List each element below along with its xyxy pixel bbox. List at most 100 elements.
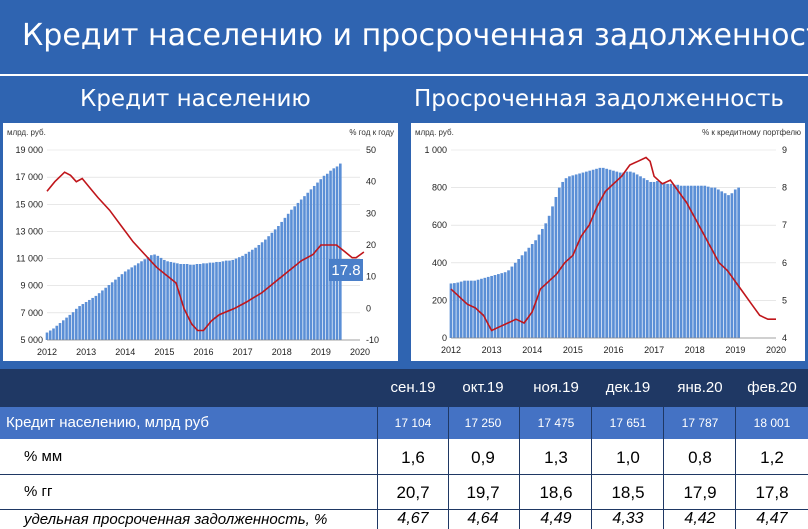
row-label: Кредит населению, млрд руб (6, 414, 209, 431)
bar (601, 167, 605, 338)
x-tick: 2014 (115, 347, 135, 357)
bar (309, 189, 313, 340)
bar (283, 217, 287, 340)
y-left-tick: 9 000 (20, 281, 43, 291)
x-tick: 2015 (563, 345, 583, 355)
line-series (450, 156, 776, 332)
bar (544, 223, 548, 338)
bar (706, 186, 710, 338)
x-tick: 2012 (37, 347, 57, 357)
y-right-tick: 10 (366, 272, 376, 282)
bar (672, 184, 676, 338)
bar (78, 306, 81, 340)
x-tick: 2018 (685, 345, 705, 355)
y-left-tick: 7 000 (20, 308, 43, 318)
row-label: % мм (24, 448, 63, 465)
bar (218, 261, 222, 340)
bar (127, 269, 130, 340)
callout-label: 17.8 (331, 262, 360, 279)
bar (568, 176, 571, 338)
bar (632, 172, 636, 338)
bar (71, 312, 75, 340)
bar (490, 275, 493, 338)
bar (221, 261, 225, 340)
table-col-header: сен.19 (390, 379, 436, 396)
bar (117, 276, 121, 340)
y-right-tick: 9 (782, 145, 787, 155)
bar (75, 308, 78, 340)
x-tick: 2016 (603, 345, 623, 355)
table-row: % гг 20,7 19,7 18,6 18,5 17,9 17,8 (0, 475, 808, 510)
y-right-tick: 20 (366, 240, 376, 250)
bar (541, 228, 544, 338)
bar (163, 259, 166, 340)
bar (316, 182, 319, 340)
bar (84, 302, 88, 340)
bar (110, 282, 114, 340)
bar (551, 206, 554, 338)
y-right-tick: 0 (366, 303, 371, 313)
bar (727, 195, 730, 338)
row-label: % гг (24, 483, 53, 500)
bar (286, 213, 290, 340)
row-label: удельная просроченная задолженность, % (24, 511, 328, 528)
bar (241, 255, 244, 340)
bar (293, 206, 296, 340)
bar (595, 168, 598, 338)
grid-line (663, 407, 664, 529)
bar (231, 259, 235, 340)
bar (176, 263, 179, 340)
bar (299, 199, 303, 340)
table-cell: 0,8 (688, 448, 712, 467)
bar (329, 170, 332, 340)
bar (527, 247, 531, 338)
bar (101, 290, 104, 340)
table-cell: 17 651 (609, 416, 647, 430)
table-cell: 17 787 (681, 416, 719, 430)
x-tick: 2012 (441, 345, 461, 355)
bar (497, 274, 500, 338)
bar (524, 251, 527, 338)
bar (683, 185, 686, 338)
table-cell: 4,47 (756, 510, 788, 527)
y-left-tick: 13 000 (15, 226, 43, 236)
bar (700, 185, 703, 338)
bar (257, 245, 261, 340)
y-right-tick: 7 (782, 220, 787, 230)
bar (561, 181, 565, 338)
bar (228, 260, 231, 340)
right-unit-label: % к кредитному портфелю (702, 128, 801, 137)
bar (578, 173, 581, 338)
bar (557, 187, 561, 338)
bar (159, 257, 163, 340)
y-left-tick: 17 000 (15, 172, 43, 182)
bar (81, 304, 85, 340)
bar (58, 323, 62, 340)
y-right-tick: 5 (782, 295, 787, 305)
table-cell: 4,49 (540, 510, 572, 527)
bar (652, 181, 656, 338)
right-unit-label: % год к году (349, 128, 394, 137)
bar (273, 229, 277, 340)
bar (91, 297, 94, 340)
bar (469, 280, 473, 338)
bar (635, 174, 639, 338)
bar (605, 168, 609, 338)
bar (639, 176, 642, 338)
bar (574, 174, 578, 338)
bar (585, 171, 588, 338)
y-left-tick: 5 000 (20, 335, 43, 345)
table-cell: 4,64 (467, 510, 499, 527)
bar (696, 185, 700, 338)
bar (107, 285, 111, 340)
table-cell: 17,8 (755, 483, 789, 502)
bar (296, 202, 300, 340)
x-tick: 2020 (766, 345, 786, 355)
credit-chart: млрд. руб. % год к году 19 000 17 000 15 000… (3, 123, 398, 361)
bar (130, 267, 134, 340)
table-cell: 1,2 (760, 448, 784, 467)
bar (703, 185, 707, 338)
table-col-header: ноя.19 (533, 379, 579, 396)
table-cell: 4,42 (684, 510, 716, 527)
bar (480, 278, 483, 338)
